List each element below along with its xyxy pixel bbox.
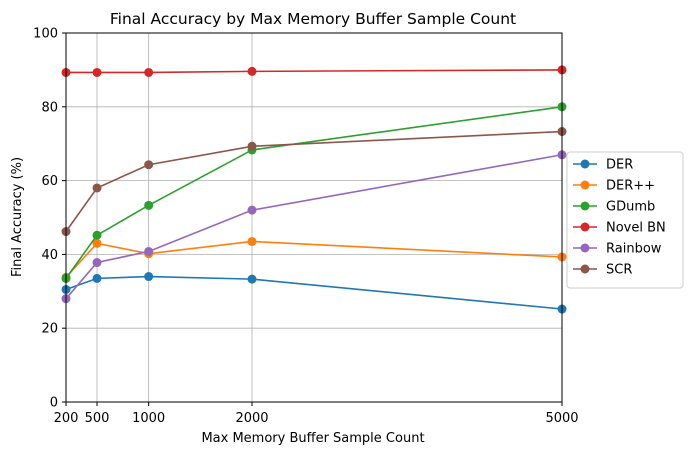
series-der- bbox=[61, 236, 567, 282]
data-point bbox=[92, 258, 102, 268]
data-point bbox=[92, 183, 102, 193]
data-point bbox=[247, 236, 257, 246]
y-tick-label: 80 bbox=[41, 100, 58, 115]
data-point bbox=[144, 160, 154, 170]
data-point bbox=[92, 238, 102, 248]
series-line bbox=[65, 130, 563, 232]
y-axis-ticks: 0 20 40 60 80 100 bbox=[33, 27, 66, 411]
series-layer bbox=[61, 65, 567, 314]
data-point bbox=[144, 246, 154, 256]
y-tick-label: 60 bbox=[41, 174, 58, 189]
legend-marker bbox=[580, 264, 590, 274]
chart-title: Final Accuracy by Max Memory Buffer Samp… bbox=[110, 10, 516, 28]
legend-label: Rainbow bbox=[606, 242, 662, 257]
legend-box bbox=[566, 151, 684, 289]
data-point bbox=[144, 200, 154, 210]
legend-label: Novel BN bbox=[606, 221, 666, 236]
x-tick-label: 500 bbox=[85, 411, 110, 426]
data-point bbox=[92, 273, 102, 283]
data-point bbox=[247, 205, 257, 215]
x-tick-label: 1000 bbox=[132, 411, 165, 426]
x-axis-label: Max Memory Buffer Sample Count bbox=[201, 431, 424, 446]
data-point bbox=[247, 66, 257, 76]
y-tick-label: 40 bbox=[41, 248, 58, 263]
series-line bbox=[65, 275, 563, 310]
grid-lines bbox=[65, 32, 563, 403]
x-axis-ticks: 200 500 1000 2000 5000 bbox=[54, 402, 579, 426]
legend-label: DER++ bbox=[606, 179, 655, 194]
y-tick-label: 20 bbox=[41, 322, 58, 337]
legend: DER DER++ GDumb Novel BN Rainbow SCR bbox=[566, 151, 684, 289]
x-tick-label: 200 bbox=[54, 411, 79, 426]
data-point bbox=[247, 274, 257, 284]
legend-marker bbox=[580, 243, 590, 253]
data-point bbox=[92, 67, 102, 77]
series-line bbox=[66, 69, 563, 74]
y-axis-label: Final Accuracy (%) bbox=[10, 157, 25, 277]
legend-label: SCR bbox=[606, 263, 632, 278]
series-rainbow bbox=[61, 150, 567, 304]
legend-marker bbox=[580, 201, 590, 211]
legend-label: DER bbox=[606, 158, 633, 173]
series-line bbox=[65, 240, 563, 278]
series-gdumb bbox=[61, 102, 567, 283]
legend-marker bbox=[580, 159, 590, 169]
data-point bbox=[144, 67, 154, 77]
x-tick-label: 5000 bbox=[545, 411, 578, 426]
data-point bbox=[144, 272, 154, 282]
x-tick-label: 2000 bbox=[235, 411, 268, 426]
series-novel-bn bbox=[61, 65, 567, 77]
plot-frame bbox=[65, 32, 563, 403]
series-der bbox=[61, 272, 567, 314]
y-tick-label: 100 bbox=[33, 27, 58, 42]
series-scr bbox=[61, 127, 567, 237]
legend-marker bbox=[580, 180, 590, 190]
data-point bbox=[92, 230, 102, 240]
legend-marker bbox=[580, 222, 590, 232]
data-point bbox=[247, 141, 257, 151]
legend-label: GDumb bbox=[606, 200, 655, 215]
y-tick-label: 0 bbox=[50, 396, 58, 411]
